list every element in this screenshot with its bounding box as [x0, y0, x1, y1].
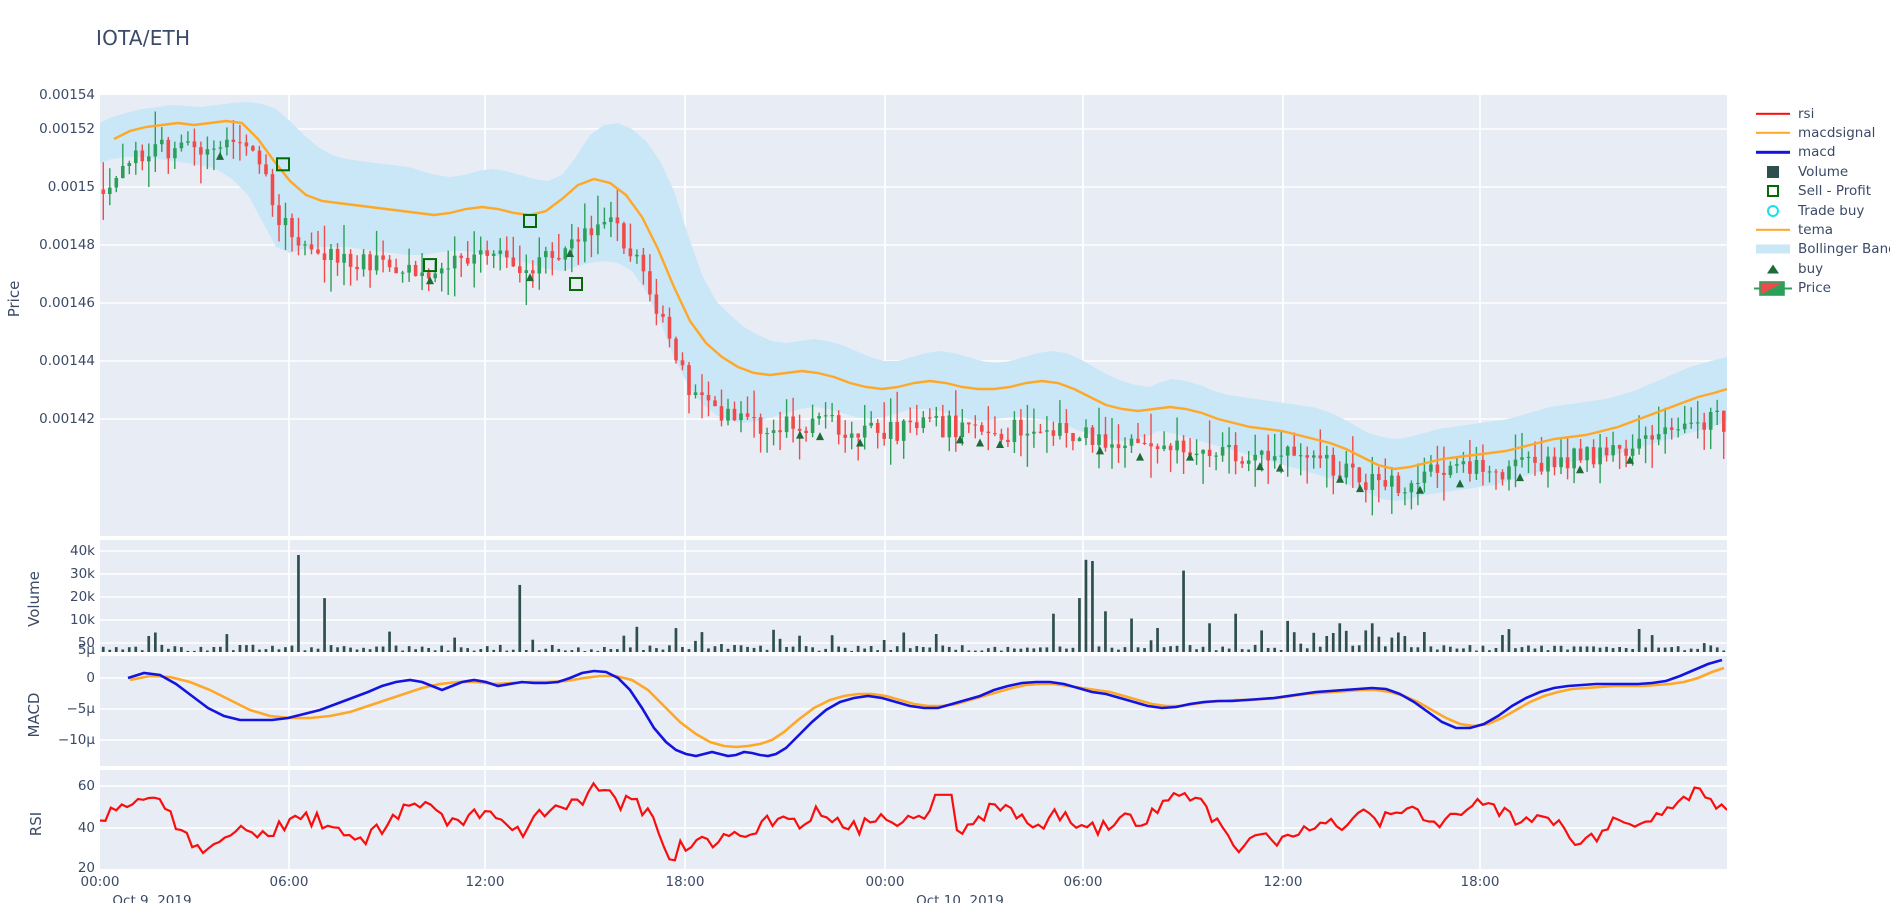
open-square-icon [1767, 185, 1779, 198]
legend-item-trade-buy[interactable]: Trade buy [1752, 201, 1890, 220]
legend-item-buy[interactable]: buy [1752, 259, 1890, 278]
price-ytick: 0.00152 [39, 121, 95, 137]
line-swatch [1756, 151, 1790, 154]
legend-band-swatch-icon [1752, 240, 1794, 259]
chart-legend: rsi macdsignal macd Volume Sell - Profit Trad… [1752, 104, 1890, 298]
bollinger-band [100, 102, 1727, 501]
legend-triangle-up-icon [1752, 259, 1794, 278]
legend-item-macdsignal[interactable]: macdsignal [1752, 123, 1890, 142]
volume-panel [100, 540, 1727, 652]
rsi-gridlines-v [288, 770, 1481, 869]
legend-item-tema[interactable]: tema [1752, 220, 1890, 239]
volume-gridlines-v [288, 540, 1481, 652]
rsi-panel [100, 770, 1727, 869]
line-swatch [1756, 112, 1790, 115]
tema-line [113, 119, 1727, 471]
legend-label: macdsignal [1798, 125, 1876, 142]
legend-square-swatch-icon [1752, 162, 1794, 181]
macd-ytick: 0 [86, 670, 95, 686]
rsi-gridlines-h [100, 785, 1727, 829]
legend-item-macd[interactable]: macd [1752, 143, 1890, 162]
x-date-group: Oct 10, 2019 [916, 893, 1004, 903]
macd-ytick: 5µ [77, 642, 95, 658]
price-ytick: 0.00142 [39, 411, 95, 427]
macd-gridlines-v [288, 656, 1481, 766]
legend-label: tema [1798, 222, 1834, 239]
rsi-line [100, 781, 1727, 862]
volume-ytick: 20k [70, 589, 95, 605]
legend-label: Bollinger Band [1798, 241, 1890, 258]
legend-candlestick-icon [1752, 279, 1794, 298]
legend-line-swatch-icon [1752, 104, 1794, 123]
band-swatch [1756, 244, 1790, 254]
macd-panel [100, 656, 1727, 766]
legend-open-square-icon [1752, 182, 1794, 201]
legend-item-volume[interactable]: Volume [1752, 162, 1890, 181]
legend-label: Volume [1798, 163, 1849, 180]
candlestick-icon [1754, 280, 1792, 296]
x-tick: 06:00 [1063, 874, 1103, 890]
legend-open-circle-icon [1752, 201, 1794, 220]
x-tick: 06:00 [269, 874, 309, 890]
price-plot [100, 95, 1727, 536]
volume-gridlines-h [100, 550, 1727, 644]
macd-gridlines-h [100, 677, 1727, 741]
volume-ytick: 30k [70, 566, 95, 582]
price-ytick: 0.00148 [39, 237, 95, 253]
price-ytick: 0.0015 [47, 179, 95, 195]
legend-line-swatch-icon [1752, 220, 1794, 239]
legend-label: Sell - Profit [1798, 183, 1872, 200]
line-swatch [1756, 131, 1790, 135]
page-title: IOTA/ETH [96, 26, 191, 50]
rsi-ytick: 20 [77, 860, 95, 876]
x-tick: 00:00 [80, 874, 120, 890]
legend-item-bollinger-band[interactable]: Bollinger Band [1752, 240, 1890, 259]
price-panel [100, 95, 1727, 536]
legend-item-price[interactable]: Price [1752, 279, 1890, 298]
volume-ytick: 10k [70, 612, 95, 628]
price-ytick: 0.00144 [39, 353, 95, 369]
rsi-ytick: 40 [77, 820, 95, 836]
x-date-group: Oct 9, 2019 [112, 893, 192, 903]
macd-ytick: −10µ [57, 732, 95, 748]
triangle-up-icon [1767, 264, 1779, 274]
open-circle-icon [1767, 204, 1779, 217]
legend-label: Trade buy [1798, 202, 1865, 219]
x-tick: 18:00 [665, 874, 705, 890]
legend-item-sell-profit[interactable]: Sell - Profit [1752, 182, 1890, 201]
legend-label: rsi [1798, 105, 1815, 122]
legend-label: Price [1798, 280, 1831, 297]
filled-square-icon [1767, 165, 1779, 178]
legend-line-swatch-icon [1752, 123, 1794, 142]
candlestick-series [101, 111, 1726, 516]
sell-profit-markers[interactable] [276, 157, 583, 291]
x-tick: 00:00 [865, 874, 905, 890]
rsi-plot [100, 770, 1727, 869]
volume-bars [101, 555, 1726, 652]
volume-plot [100, 540, 1727, 652]
legend-label: macd [1798, 144, 1836, 161]
rsi-ytick: 60 [77, 778, 95, 794]
macd-line [127, 658, 1723, 758]
legend-label: buy [1798, 260, 1824, 277]
line-swatch [1756, 228, 1790, 232]
volume-ytick: 40k [70, 543, 95, 559]
buy-markers[interactable] [216, 151, 1634, 494]
x-tick: 12:00 [1263, 874, 1303, 890]
x-tick: 12:00 [465, 874, 505, 890]
volume-ytick: 50 [77, 635, 95, 651]
price-ytick: 0.00146 [39, 295, 95, 311]
legend-line-swatch-icon [1752, 143, 1794, 162]
macd-plot [100, 656, 1727, 766]
price-ytick: 0.00154 [39, 87, 95, 103]
x-tick: 18:00 [1460, 874, 1500, 890]
legend-item-rsi[interactable]: rsi [1752, 104, 1890, 123]
macd-ytick: −5µ [66, 701, 96, 717]
